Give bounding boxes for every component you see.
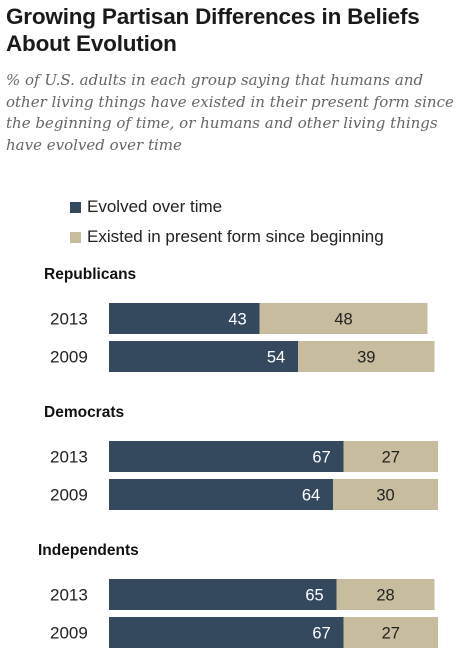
bar-existed xyxy=(343,441,438,472)
group-label: Independents xyxy=(38,542,139,559)
legend-item-existed: Existed in present form since beginning xyxy=(70,222,384,252)
legend-swatch-evolved xyxy=(70,201,81,213)
data-label-evolved: 54 xyxy=(267,349,285,367)
legend-item-evolved: Evolved over time xyxy=(70,192,384,222)
data-label-existed: 30 xyxy=(376,487,394,505)
bar-existed xyxy=(336,579,435,610)
bar-evolved xyxy=(109,303,260,334)
bar-existed xyxy=(298,341,435,372)
legend: Evolved over time Existed in present for… xyxy=(70,192,384,252)
bar-evolved xyxy=(109,441,344,472)
data-label-evolved: 67 xyxy=(312,449,330,467)
data-label-evolved: 67 xyxy=(312,625,330,643)
year-label: 2013 xyxy=(50,586,88,605)
year-label: 2009 xyxy=(50,486,88,505)
data-label-existed: 39 xyxy=(357,349,375,367)
year-label: 2013 xyxy=(50,448,88,467)
year-label: 2013 xyxy=(50,310,88,329)
bar-evolved xyxy=(109,617,344,648)
data-label-evolved: 64 xyxy=(302,487,320,505)
bar-evolved xyxy=(109,479,333,510)
data-label-existed: 28 xyxy=(376,587,394,605)
legend-swatch-existed xyxy=(70,231,81,243)
data-label-existed: 48 xyxy=(334,311,352,329)
year-label: 2009 xyxy=(50,624,88,643)
legend-label-evolved: Evolved over time xyxy=(87,197,223,216)
chart-subtitle: % of U.S. adults in each group saying th… xyxy=(6,71,454,154)
year-label: 2009 xyxy=(50,348,88,367)
bar-evolved xyxy=(109,341,298,372)
chart-title: Growing Partisan Differences in Beliefs … xyxy=(6,4,420,56)
data-label-existed: 27 xyxy=(382,625,400,643)
data-label-evolved: 43 xyxy=(228,311,246,329)
group-label: Republicans xyxy=(44,266,136,283)
bar-existed xyxy=(333,479,438,510)
bar-existed xyxy=(259,303,428,334)
bar-existed xyxy=(343,617,438,648)
legend-label-existed: Existed in present form since beginning xyxy=(87,227,384,246)
data-label-evolved: 65 xyxy=(305,587,323,605)
group-label: Democrats xyxy=(44,404,124,421)
data-label-existed: 27 xyxy=(382,449,400,467)
bar-evolved xyxy=(109,579,337,610)
